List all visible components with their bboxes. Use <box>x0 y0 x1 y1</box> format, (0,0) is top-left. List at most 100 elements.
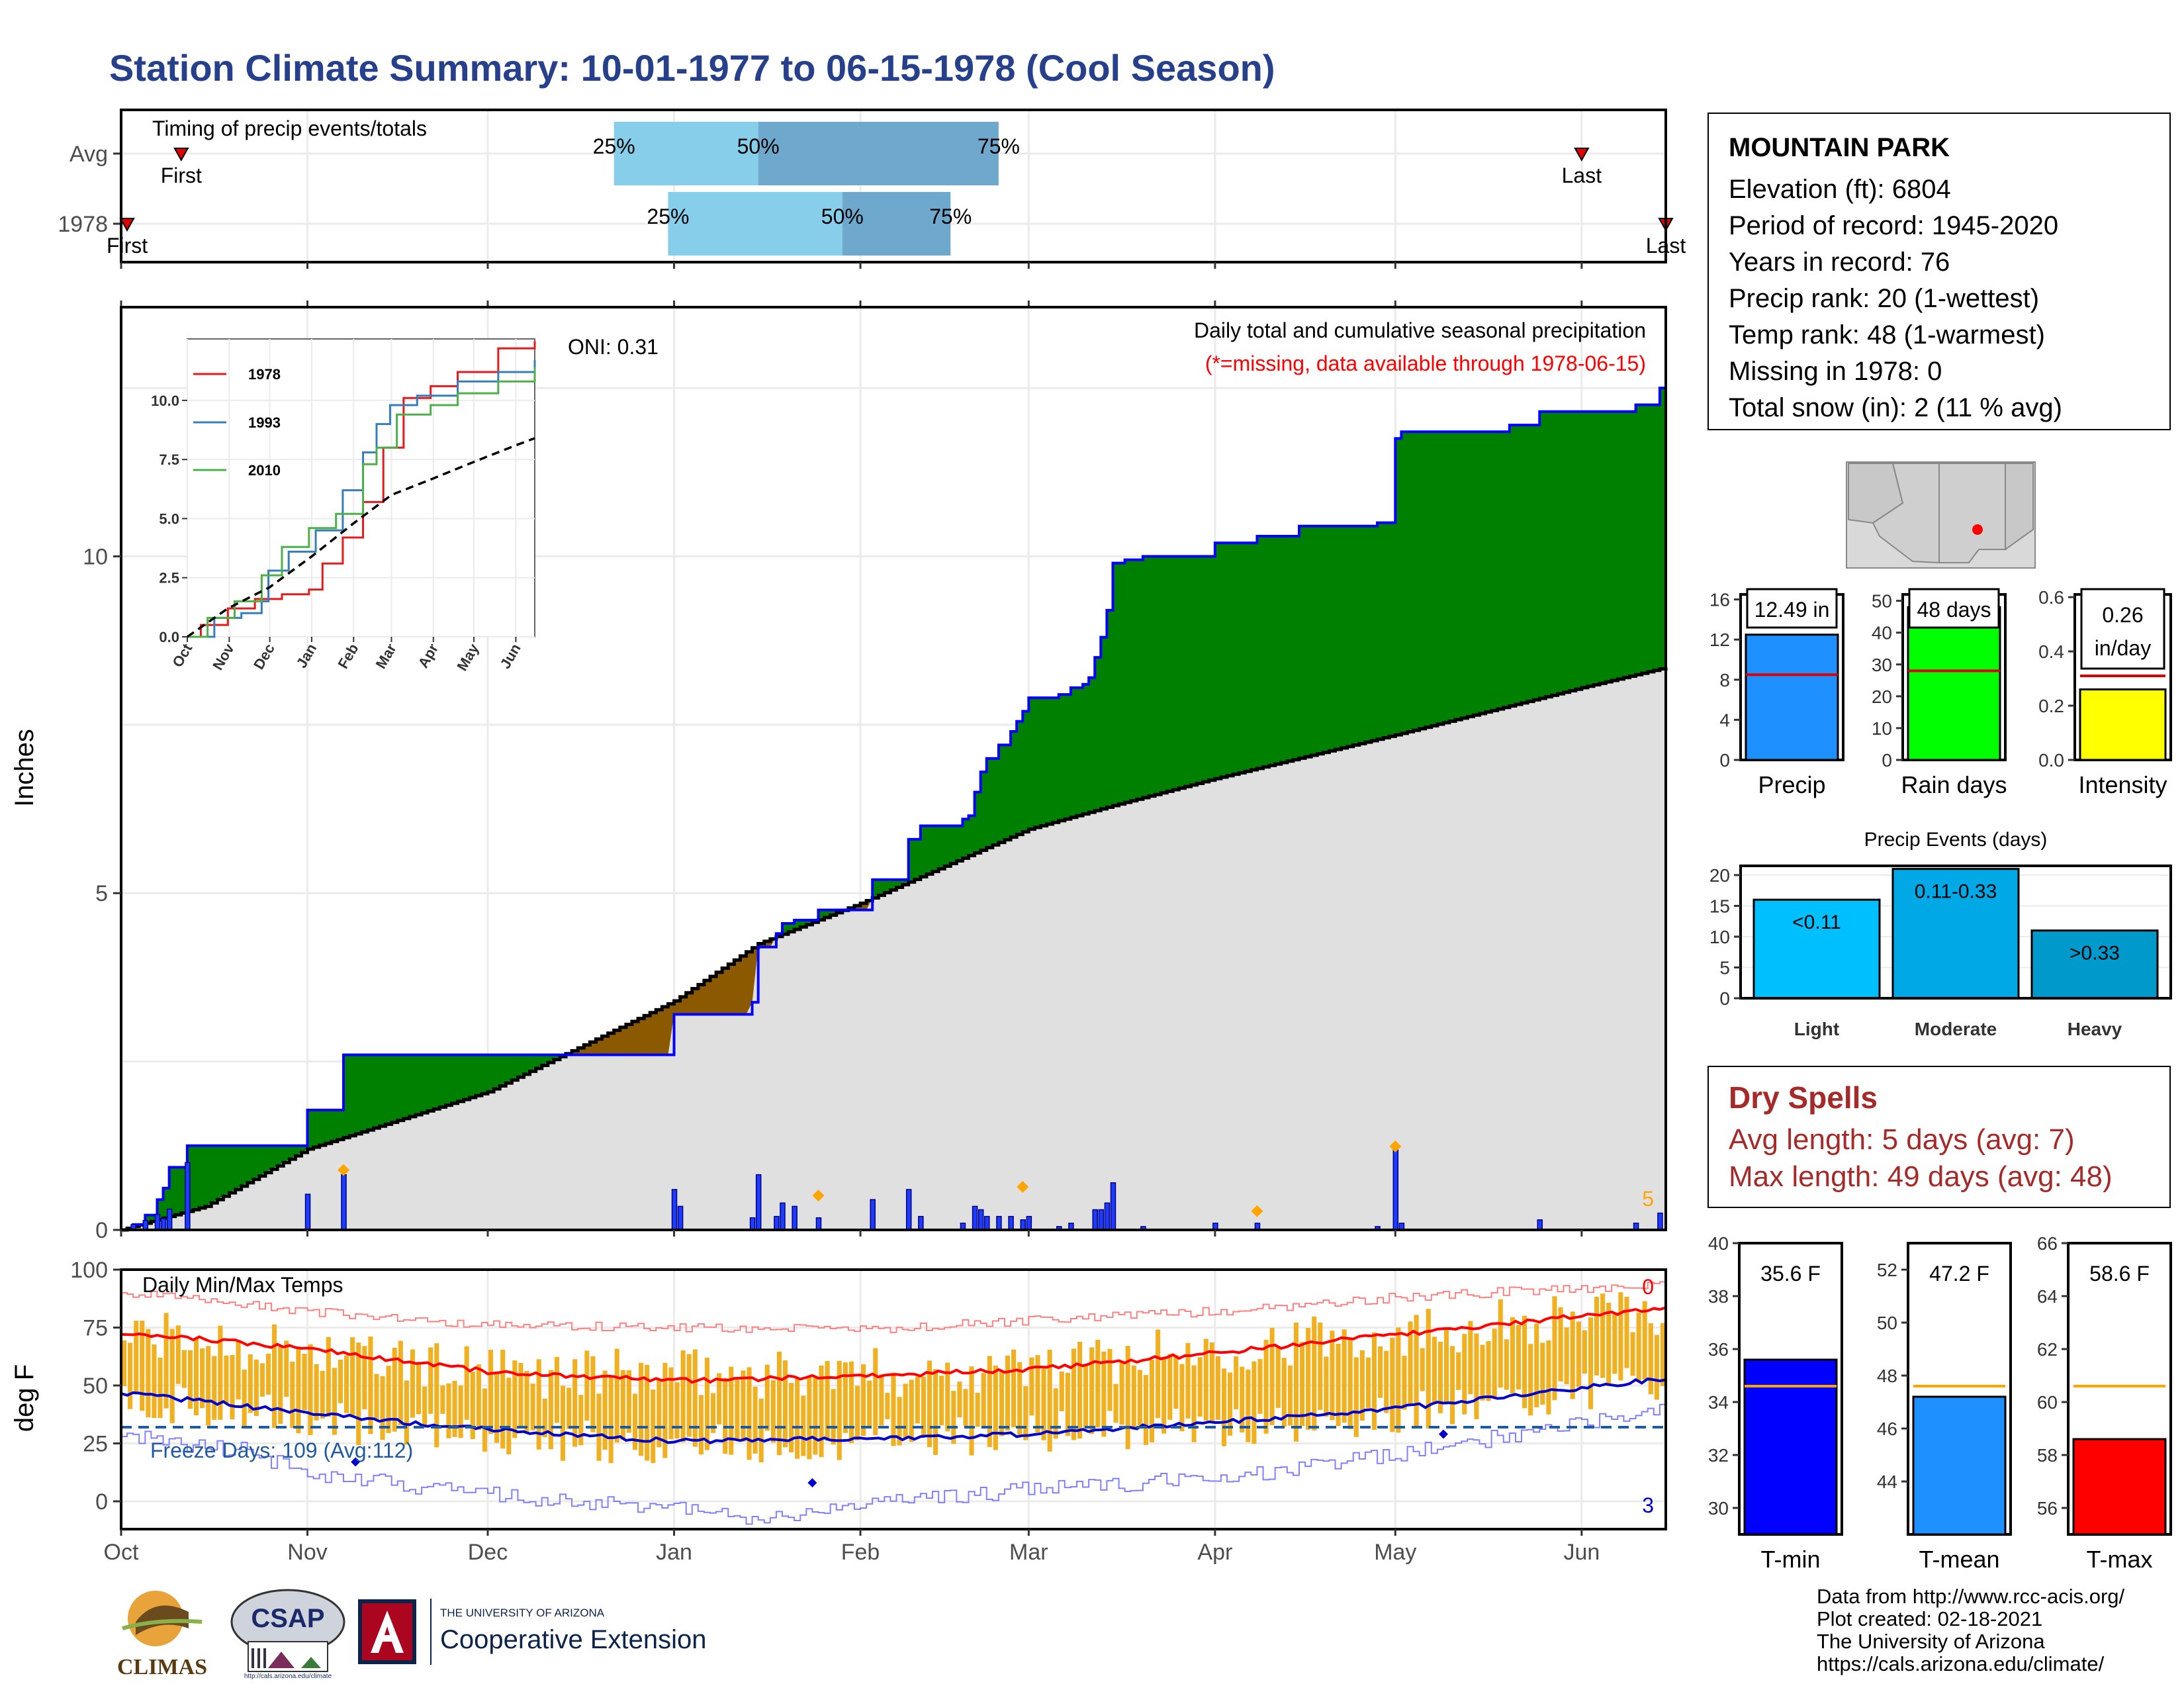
daily-temp-range-bar <box>338 1360 343 1403</box>
daily-temp-range-bar <box>975 1393 980 1427</box>
daily-temp-range-bar <box>1101 1351 1107 1437</box>
precip-surplus-area <box>1197 556 1204 784</box>
precip-surplus-area <box>1239 543 1246 773</box>
timing-q75-label: 75% <box>929 205 972 228</box>
daily-temp-range-bar <box>500 1349 506 1449</box>
precip-events-y-tick-label: 10 <box>1709 927 1730 947</box>
temp-y-tick-label: 75 <box>83 1316 108 1341</box>
daily-temp-range-bar <box>1029 1357 1034 1416</box>
record-low-marker <box>351 1457 361 1467</box>
daily-temp-range-bar <box>1624 1296 1629 1368</box>
daily-temp-range-bar <box>1456 1352 1461 1390</box>
record-low-marker <box>807 1478 817 1487</box>
record-max-line <box>121 1281 1666 1333</box>
daily-temp-range-bar <box>1353 1357 1359 1437</box>
daily-temp-range-bar <box>578 1395 584 1446</box>
timing-q75-label: 75% <box>978 134 1020 158</box>
daily-temp-range-bar <box>1234 1356 1239 1409</box>
precip-surplus-area <box>1551 411 1559 696</box>
daily-temp-range-bar <box>867 1380 872 1427</box>
csap-logo-text: CSAP <box>251 1604 325 1633</box>
precip-surplus-area <box>301 1145 308 1152</box>
dry-spells-box: Dry Spells Avg length: 5 days (avg: 7) M… <box>1707 1066 2171 1208</box>
daily-precip-bar <box>160 1217 167 1231</box>
daily-temp-range-bar <box>987 1356 992 1448</box>
precip-y-tick-label: 10 <box>83 544 108 569</box>
daily-temp-range-bar <box>380 1376 385 1440</box>
daily-temp-range-bar <box>854 1385 860 1440</box>
daily-temp-range-bar <box>801 1395 806 1456</box>
precip-surplus-area <box>1173 556 1179 790</box>
daily-temp-range-bar <box>530 1383 535 1430</box>
temp-x-tick-label: Apr <box>1197 1540 1232 1565</box>
daily-temp-range-bar <box>404 1380 409 1445</box>
daily-temp-range-bar <box>584 1350 590 1421</box>
precip-surplus-area <box>1203 556 1210 782</box>
ua-big-text: Cooperative Extension <box>440 1625 707 1654</box>
precip-surplus-area <box>385 1055 392 1125</box>
precip-deficit-area <box>631 1021 639 1055</box>
temp-x-tick-label: Nov <box>287 1540 327 1565</box>
daily-temp-range-bar <box>1450 1346 1455 1425</box>
precip-surplus-area <box>944 825 951 867</box>
precip-surplus-area <box>1155 556 1161 795</box>
precip-surplus-area <box>782 923 789 935</box>
precip-surplus-area <box>193 1145 200 1210</box>
precip-surplus-area <box>1028 698 1036 829</box>
precip-surplus-area <box>1095 657 1101 811</box>
precip-surplus-area <box>1612 411 1618 680</box>
daily-temp-range-bar <box>1347 1337 1353 1429</box>
daily-temp-range-bar <box>1215 1356 1220 1420</box>
precip-surplus-area <box>175 1167 182 1215</box>
daily-temp-range-bar <box>332 1368 337 1435</box>
locator-newmexico-outline <box>1938 463 2006 563</box>
temp-y-tick-label: 100 <box>70 1258 108 1283</box>
temp-value-label: 47.2 F <box>1929 1262 1989 1286</box>
daily-precip-bar <box>1008 1215 1014 1231</box>
daily-temp-range-bar <box>807 1377 812 1460</box>
stat-intensity-label: Intensity <box>2078 771 2167 798</box>
daily-precip-bar <box>1092 1209 1098 1231</box>
dry-spells-max: Max length: 49 days (avg: 48) <box>1729 1160 2113 1193</box>
precip-surplus-area <box>1437 432 1444 725</box>
temp-y-tick-label: 50 <box>83 1374 108 1399</box>
precip-surplus-area <box>529 1055 537 1072</box>
daily-temp-range-bar <box>314 1364 319 1421</box>
precip-surplus-area <box>1317 526 1324 754</box>
climas-emblem-icon <box>122 1591 203 1646</box>
daily-temp-range-bar <box>596 1393 602 1461</box>
daily-temp-range-bar <box>729 1366 734 1455</box>
snow-marker <box>1389 1140 1402 1152</box>
precip-surplus-area <box>1251 543 1258 771</box>
precip-surplus-area <box>469 1055 477 1098</box>
daily-temp-range-bar <box>842 1362 848 1433</box>
temp-x-tick-label: Feb <box>841 1540 880 1565</box>
last-event-label: Last <box>1562 164 1602 187</box>
temp-tmean-label: T-mean <box>1919 1546 1999 1573</box>
daily-temp-range-bar <box>163 1313 169 1409</box>
precip-surplus-area <box>169 1167 176 1217</box>
daily-temp-range-bar <box>620 1370 625 1440</box>
station-years: Years in record: 76 <box>1729 248 1950 277</box>
stat-value-box <box>2080 588 2165 670</box>
inset-y-tick-label: 7.5 <box>159 451 179 468</box>
daily-temp-range-bar <box>1240 1366 1245 1432</box>
freeze-days-label: Freeze Days: 109 (Avg:112) <box>150 1438 413 1462</box>
daily-precip-bar <box>774 1215 780 1231</box>
precip-surplus-area <box>884 879 891 893</box>
daily-temp-range-bar <box>1156 1329 1161 1419</box>
precip-surplus-area <box>145 1215 152 1223</box>
precip-surplus-area <box>992 758 999 845</box>
daily-temp-range-bar <box>1582 1330 1587 1374</box>
precip-surplus-area <box>1011 731 1017 837</box>
daily-precip-bar <box>142 1220 149 1231</box>
daily-temp-range-bar <box>735 1380 740 1440</box>
daily-temp-range-bar <box>1498 1299 1503 1388</box>
timing-q50-label: 50% <box>737 134 780 158</box>
daily-precip-bar <box>1537 1219 1543 1231</box>
snow-marker <box>1251 1205 1263 1217</box>
daily-precip-bar <box>918 1215 924 1231</box>
precip-deficit-area <box>686 992 693 1015</box>
precip-surplus-area <box>1623 411 1631 678</box>
inset-legend-label: 1978 <box>248 366 281 383</box>
